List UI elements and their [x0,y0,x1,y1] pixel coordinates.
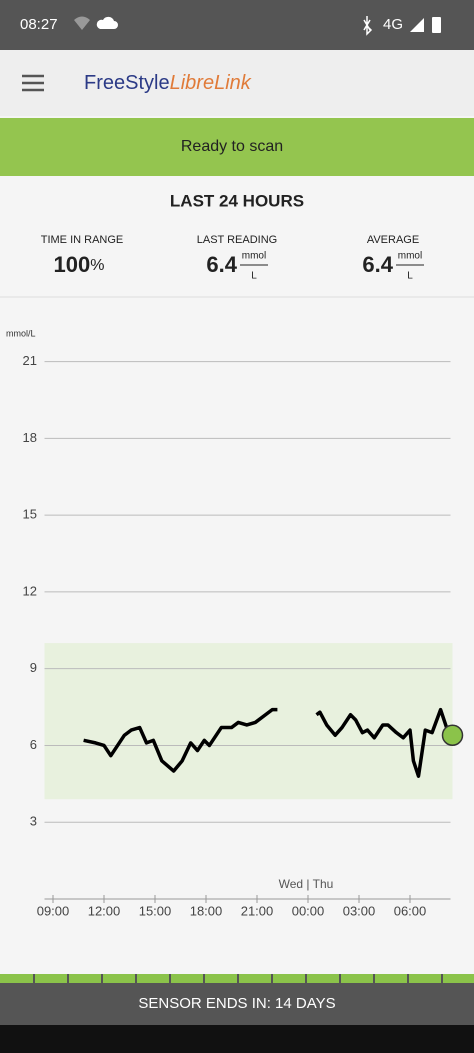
x-tick-label: 18:00 [190,903,223,918]
status-network: 4G [383,16,403,33]
y-axis-label: mmol/L [6,328,36,338]
target-range [44,643,453,800]
y-tick-label: 3 [30,814,37,829]
menu-button[interactable] [22,74,44,92]
stat-unit-bottom: L [251,271,257,282]
stat-value: 6.4 [206,252,237,277]
y-tick-label: 12 [23,583,37,598]
stat-unit-bottom: L [407,271,413,282]
summary-title: LAST 24 HOURS [170,191,304,210]
x-tick-label: 06:00 [394,903,427,918]
app-bar [0,50,474,116]
stat-unit: % [90,257,104,274]
x-tick-label: 21:00 [241,903,274,918]
stat-value: 100% [54,252,105,277]
stat-unit-top: mmol [242,251,266,262]
status-time: 08:27 [20,16,58,33]
x-tick-label: 12:00 [88,903,121,918]
nav-bar [0,1025,474,1053]
stat-label: LAST READING [197,234,278,246]
y-tick-label: 18 [23,430,37,445]
banner[interactable] [0,118,474,176]
y-tick-label: 6 [30,737,37,752]
y-tick-label: 9 [30,660,37,675]
signal-icon [410,18,424,32]
stat-value: 6.4 [362,252,393,277]
cloud-icon [96,16,118,29]
x-tick-label: 15:00 [139,903,172,918]
battery-icon [432,17,441,33]
stat-unit-top: mmol [398,251,422,262]
y-tick-label: 21 [23,353,37,368]
day-divider-label: Wed | Thu [279,877,334,891]
last-reading-dot [441,724,464,746]
bluetooth-icon [363,16,373,36]
x-tick-label: 09:00 [37,903,70,918]
banner-text: Ready to scan [181,138,283,155]
wifi-icon [74,16,90,30]
x-tick-label: 03:00 [343,903,376,918]
x-tick-label: 00:00 [292,903,325,918]
footer-text: SENSOR ENDS IN: 14 DAYS [138,995,335,1012]
logo: FreeStyleLibreLink [84,72,252,94]
y-tick-label: 15 [23,507,37,522]
logo-accent: LibreLink [170,72,252,94]
stat-label: TIME IN RANGE [41,234,124,246]
glucose-line [83,707,454,778]
logo-main: FreeStyle [84,72,170,94]
stat-number: 100 [54,252,91,277]
footer-bar [0,983,474,1025]
stat-label: AVERAGE [367,234,419,246]
